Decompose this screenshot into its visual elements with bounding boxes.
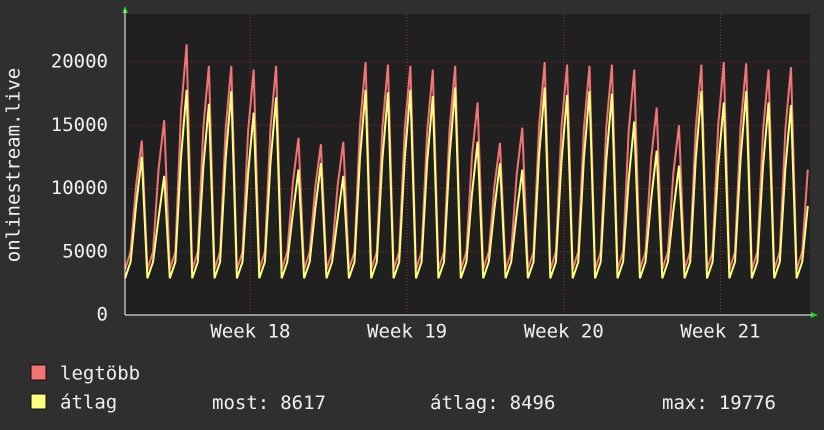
stat-label: átlag:	[430, 392, 499, 414]
x-tick-label: Week 18	[210, 321, 290, 343]
stat-value: 19776	[719, 392, 776, 414]
y-tick-label: 5000	[62, 240, 108, 262]
y-tick-label: 10000	[51, 177, 108, 199]
y-tick-label: 15000	[51, 114, 108, 136]
x-tick-label: Week 21	[680, 321, 760, 343]
axis-arrow	[122, 6, 128, 13]
legend-label: átlag	[60, 392, 117, 414]
y-tick-label: 20000	[51, 51, 108, 73]
y-axis-label: onlinestream.live	[3, 68, 25, 262]
x-tick-label: Week 20	[524, 321, 604, 343]
stat: most: 8617	[212, 392, 326, 414]
stat: átlag: 8496	[430, 392, 555, 414]
x-tick-label: Week 19	[367, 321, 447, 343]
legend-swatch	[30, 364, 47, 381]
stat-value: 8496	[510, 392, 556, 414]
series-line	[124, 87, 809, 279]
stat-label: max:	[662, 392, 708, 414]
legend-swatch	[30, 393, 47, 410]
stat: max: 19776	[662, 392, 776, 414]
y-tick-label: 0	[97, 304, 108, 326]
stat-value: 8617	[280, 392, 326, 414]
legend-label: legtöbb	[60, 363, 140, 385]
axis-arrow	[811, 312, 818, 318]
stat-label: most:	[212, 392, 269, 414]
